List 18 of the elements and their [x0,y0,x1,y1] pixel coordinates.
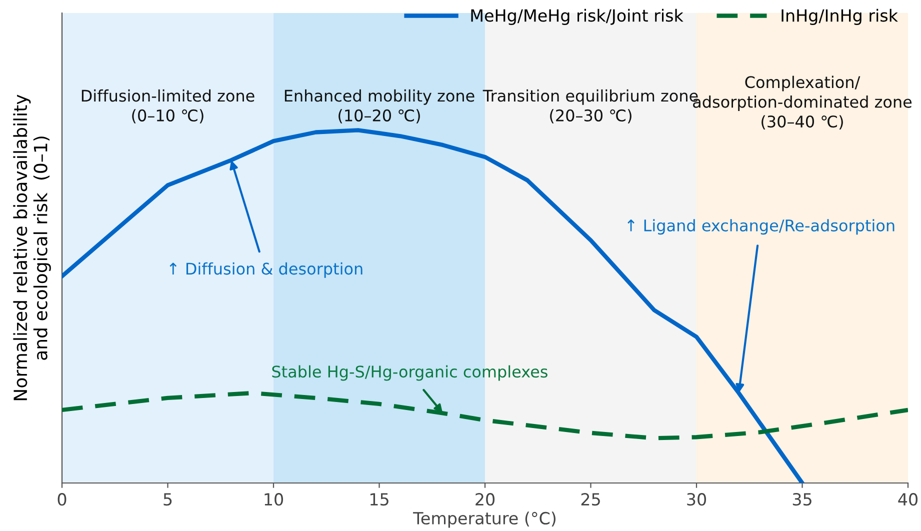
annotation: ↑ Diffusion & desorption [170,262,362,278]
x-tick-label: 0 [58,493,66,506]
x-axis-title: Temperature (°C) [413,512,556,528]
band-label: Diffusion-limited zone (0–10 ℃) [82,89,254,124]
x-tick-label: 10 [264,493,283,506]
x-tick-label: 30 [687,493,706,506]
x-tick-label: 20 [476,493,494,506]
x-tick-label: 15 [370,493,388,506]
x-tick-label: 40 [898,493,918,506]
legend-label: MeHg/MeHg risk/Joint risk [471,8,684,26]
y-axis-title: Normalized relative bioavailability and ecological risk (0–1) [13,94,51,400]
x-tick-label: 25 [581,493,600,506]
x-tick-label: 35 [792,493,812,506]
x-tick-label: 5 [164,493,172,506]
legend-label: InHg/InHg risk [782,8,898,26]
annotation: Stable Hg-S/Hg-organic complexes [272,365,548,381]
annotation: ↑ Ligand exchange/Re-adsorption [628,219,894,235]
band-label: Enhanced mobility zone (10–20 ℃) [284,89,474,124]
